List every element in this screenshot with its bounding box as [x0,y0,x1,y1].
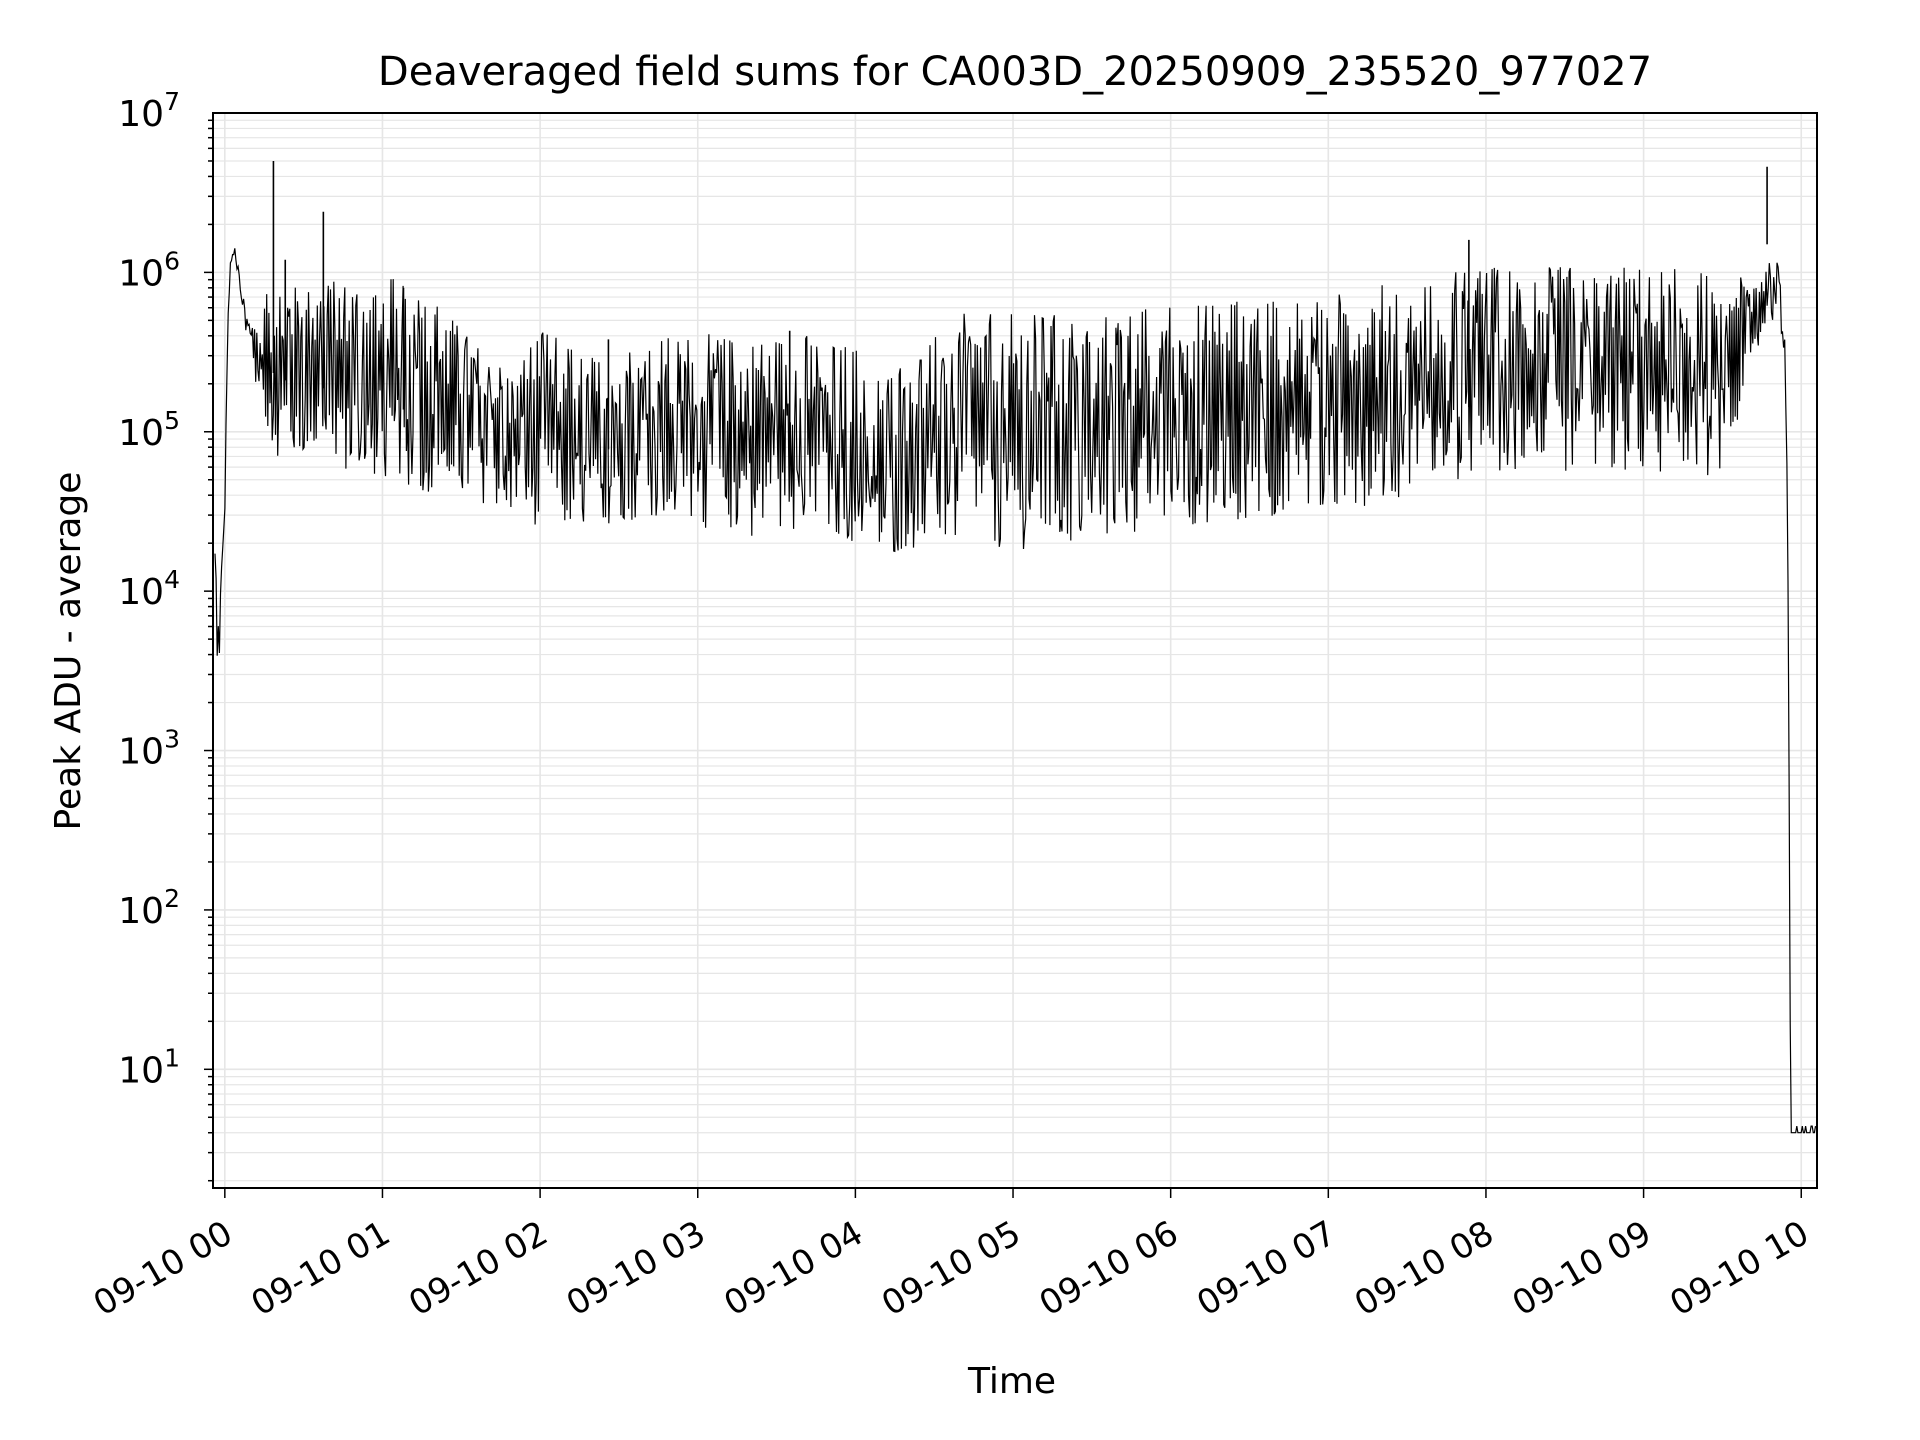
y-tick-exponent: 6 [164,246,180,275]
y-axis-label: Peak ADU - average [48,472,89,831]
grid [213,113,1817,1188]
plot-frame [212,112,1818,1189]
x-axis-label: Time [967,1361,1056,1402]
y-tick-exponent: 7 [164,87,180,116]
y-tick-label: 101 [118,1043,180,1091]
y-tick-label: 105 [118,406,180,454]
chart-title: Deaveraged field sums for CA003D_2025090… [378,49,1652,95]
y-tick-exponent: 4 [164,565,180,594]
y-tick-exponent: 1 [164,1043,180,1072]
y-tick-label: 106 [118,246,180,294]
y-tick-exponent: 5 [164,406,180,435]
y-tick-label: 107 [118,87,180,135]
y-tick-exponent: 2 [164,884,180,913]
y-tick-label: 102 [118,884,180,932]
series-line [214,248,1817,1134]
y-tick-exponent: 3 [164,725,180,754]
y-tick-label: 103 [118,725,180,773]
y-tick-label: 104 [118,565,180,613]
